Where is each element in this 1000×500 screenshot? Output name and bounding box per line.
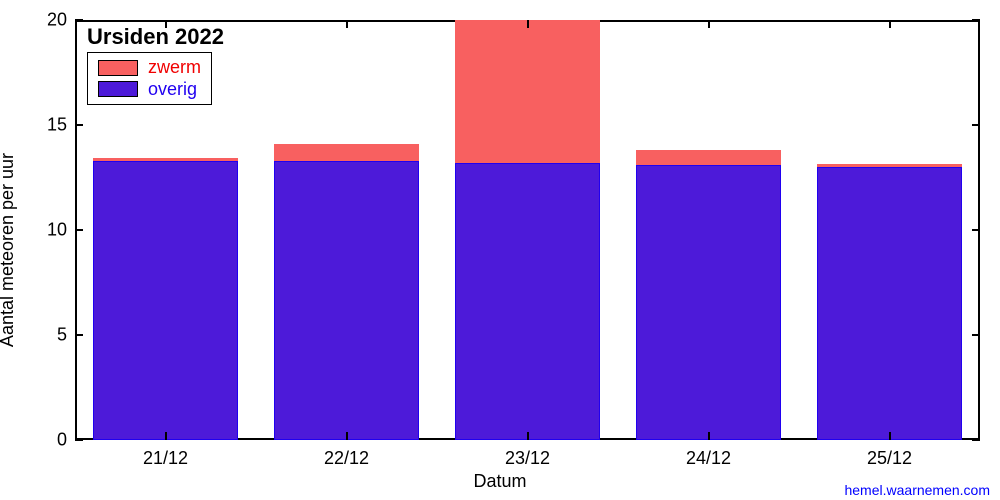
chart-title: Ursiden 2022 — [87, 24, 224, 50]
x-tick — [346, 20, 348, 28]
bar-overig — [636, 165, 781, 440]
y-tick — [972, 229, 980, 231]
x-tick — [346, 432, 348, 440]
y-tick — [75, 19, 83, 21]
chart: Aantal meteoren per uur 0510152021/1222/… — [0, 0, 1000, 500]
bar-overig — [274, 161, 419, 440]
legend-swatch — [98, 81, 138, 97]
attribution-link[interactable]: hemel.waarnemen.com — [844, 482, 990, 498]
x-tick — [889, 20, 891, 28]
x-tick — [708, 432, 710, 440]
y-tick-label: 10 — [47, 220, 75, 241]
legend-item: zwerm — [98, 57, 201, 79]
legend: zwermoverig — [87, 52, 212, 105]
y-tick-label: 5 — [57, 325, 75, 346]
legend-label: zwerm — [148, 57, 201, 79]
y-tick — [75, 334, 83, 336]
legend-item: overig — [98, 79, 201, 101]
x-axis-label: Datum — [473, 471, 526, 492]
y-tick — [75, 439, 83, 441]
y-tick — [972, 124, 980, 126]
x-tick — [527, 432, 529, 440]
y-tick — [972, 334, 980, 336]
y-tick — [972, 439, 980, 441]
bar-overig — [93, 161, 238, 440]
legend-label: overig — [148, 79, 197, 101]
x-tick-label: 25/12 — [867, 440, 912, 469]
y-tick — [75, 229, 83, 231]
x-tick — [889, 432, 891, 440]
x-tick-label: 24/12 — [686, 440, 731, 469]
x-tick-label: 22/12 — [324, 440, 369, 469]
x-tick — [708, 20, 710, 28]
bar-overig — [817, 167, 962, 440]
y-tick-label: 20 — [47, 10, 75, 31]
y-tick-label: 0 — [57, 430, 75, 451]
y-tick-label: 15 — [47, 115, 75, 136]
x-tick — [527, 20, 529, 28]
y-tick — [972, 19, 980, 21]
y-axis-label: Aantal meteoren per uur — [0, 153, 18, 347]
x-tick-label: 21/12 — [143, 440, 188, 469]
plot-area: 0510152021/1222/1223/1224/1225/12Ursiden… — [75, 20, 980, 440]
y-tick — [75, 124, 83, 126]
x-tick — [165, 432, 167, 440]
bar-overig — [455, 163, 600, 440]
legend-swatch — [98, 60, 138, 76]
x-tick-label: 23/12 — [505, 440, 550, 469]
